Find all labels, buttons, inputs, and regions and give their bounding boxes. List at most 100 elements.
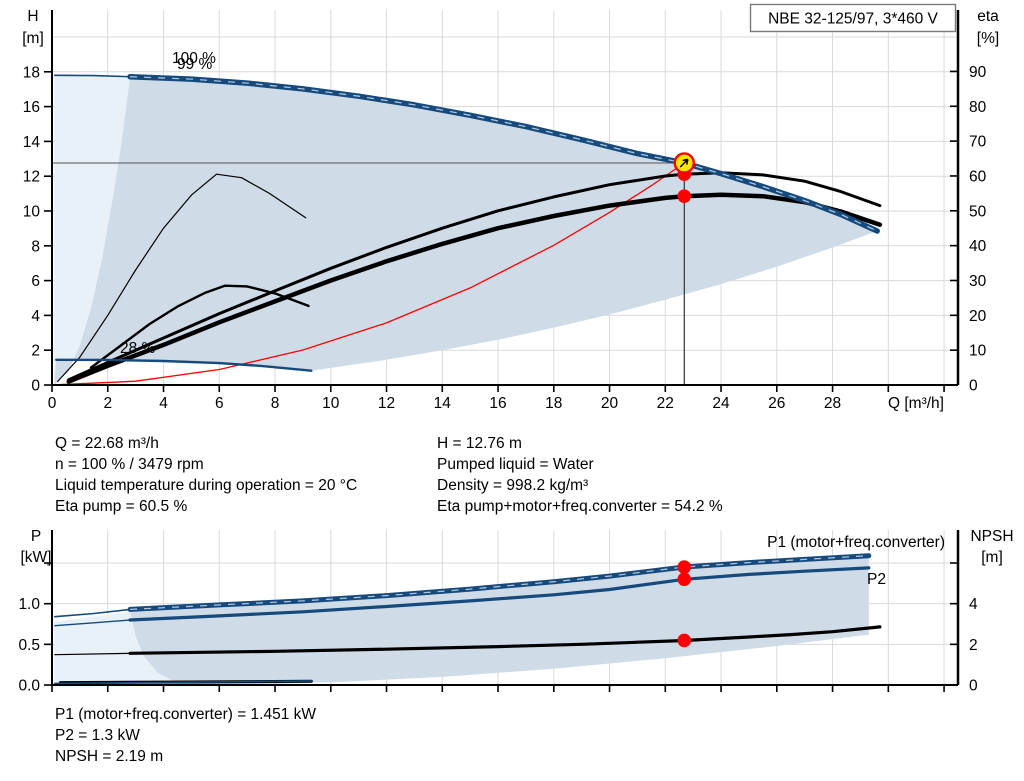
y-left-tick-label: 12 bbox=[23, 169, 40, 186]
y-left-axis-unit: [m] bbox=[22, 30, 44, 47]
p1-curve-label: P1 (motor+freq.converter) bbox=[767, 534, 945, 551]
info-line-eta-total: Eta pump+motor+freq.converter = 54.2 % bbox=[437, 498, 723, 515]
y-right-tick-label: 20 bbox=[969, 308, 987, 325]
pump-curve-start-segment bbox=[54, 74, 131, 78]
x-tick-label: 2 bbox=[103, 395, 112, 412]
duty-point bbox=[673, 152, 695, 174]
y-left-tick-label: 6 bbox=[31, 273, 40, 290]
power-envelope bbox=[130, 555, 869, 685]
info-line-p2: P2 = 1.3 kW bbox=[55, 727, 140, 744]
x-tick-label: 4 bbox=[159, 395, 168, 412]
y-right-axis-label: eta bbox=[977, 8, 999, 25]
x-tick-label: 16 bbox=[489, 395, 506, 412]
eta-total-curve bbox=[66, 192, 883, 384]
eta-total-point bbox=[677, 189, 692, 203]
y-left-tick-label: 0.0 bbox=[18, 678, 40, 695]
power-range-wedge bbox=[54, 611, 186, 685]
p1-start-segment bbox=[54, 608, 131, 618]
y-left-tick-label: 14 bbox=[23, 134, 41, 151]
y-left-axis-unit: [kW] bbox=[21, 549, 52, 566]
p1-point bbox=[677, 560, 692, 574]
y-right-tick-label: 80 bbox=[969, 99, 987, 116]
y-right-tick-label: 10 bbox=[969, 343, 987, 360]
info-line-npsh: NPSH = 2.19 m bbox=[55, 748, 164, 765]
y-left-tick-label: 2 bbox=[31, 343, 40, 360]
speed-range-wedge bbox=[54, 75, 131, 386]
info-line-eta-pump: Eta pump = 60.5 % bbox=[55, 498, 188, 515]
y-right-tick-label: 40 bbox=[969, 238, 987, 255]
y-left-tick-label: 1.0 bbox=[18, 596, 40, 613]
axis-unit-labels: P [kW] NPSH [m] bbox=[21, 528, 1014, 566]
x-tick-label: 8 bbox=[271, 395, 280, 412]
x-axis-label: Q [m³/h] bbox=[888, 395, 944, 412]
y-right-tick-label: 30 bbox=[969, 273, 987, 290]
x-tick-label: 28 bbox=[824, 395, 841, 412]
y-right-tick-label: 0 bbox=[969, 378, 978, 395]
y-right-tick-label: 90 bbox=[969, 64, 987, 81]
y-right-axis-unit: [%] bbox=[977, 30, 999, 47]
eta-pump-part-curve bbox=[57, 173, 307, 383]
power-npsh-chart: 0.0 0.5 1.0 0 2 4 P [kW] NPSH [m] P1 (motor+freq.c… bbox=[18, 528, 1014, 695]
x-tick-label: 14 bbox=[434, 395, 452, 412]
y-right-tick-label: 2 bbox=[969, 637, 978, 654]
info-line-head: H = 12.76 m bbox=[437, 435, 522, 452]
system-curve bbox=[54, 162, 685, 386]
eta-min-speed-curve bbox=[89, 284, 310, 369]
duty-info-left: Q = 22.68 m³/h n = 100 % / 3479 rpm Liqu… bbox=[55, 433, 357, 517]
npsh-curve bbox=[128, 625, 882, 655]
axes bbox=[51, 530, 960, 686]
p2-curve bbox=[128, 566, 871, 622]
y-left-tick-label: 18 bbox=[23, 64, 40, 81]
speed-label-99: 99 % bbox=[177, 56, 213, 73]
x-tick-label: 18 bbox=[545, 395, 562, 412]
x-tick-label: 10 bbox=[322, 395, 340, 412]
y-right-tick-label: 70 bbox=[969, 134, 987, 151]
info-line-density: Density = 998.2 kg/m³ bbox=[437, 477, 589, 494]
pump-curve-100 bbox=[127, 73, 880, 234]
npsh-point bbox=[677, 633, 692, 648]
npsh-start-segment bbox=[54, 652, 131, 656]
y-right-tick-label: 4 bbox=[969, 596, 978, 613]
y-right-tick-label: 50 bbox=[969, 203, 987, 220]
y-right-axis-label: NPSH bbox=[970, 528, 1013, 545]
duty-info-right: H = 12.76 m Pumped liquid = Water Densit… bbox=[437, 433, 723, 517]
p2-point bbox=[677, 572, 692, 587]
y-left-axis-label: P bbox=[31, 528, 41, 545]
x-tick-label: 0 bbox=[48, 395, 57, 412]
y-left-tick-label: 0.5 bbox=[18, 637, 40, 654]
info-line-temperature: Liquid temperature during operation = 20… bbox=[55, 477, 358, 494]
p-min-speed-curve bbox=[54, 680, 313, 685]
power-info: P1 (motor+freq.converter) = 1.451 kW P2 … bbox=[55, 704, 316, 767]
info-line-q: Q = 22.68 m³/h bbox=[55, 435, 159, 452]
duty-arrow-icon bbox=[679, 158, 689, 168]
y-right-axis-unit: [m] bbox=[981, 549, 1003, 566]
x-tick-label: 20 bbox=[601, 395, 619, 412]
axis-unit-labels: H [m] eta [%] bbox=[22, 8, 999, 47]
info-line-speed: n = 100 % / 3479 rpm bbox=[55, 456, 204, 473]
pump-title-box: NBE 32-125/97, 3*460 V bbox=[749, 3, 957, 33]
y-left-tick-label: 10 bbox=[23, 204, 41, 221]
speed-label-100: 100 % bbox=[172, 50, 216, 67]
p1-curve bbox=[127, 553, 872, 612]
eta-pump-curve bbox=[67, 171, 882, 382]
y-left-tick-label: 8 bbox=[31, 238, 40, 255]
y-right-tick-label: 0 bbox=[969, 678, 978, 695]
y-left-axis-label: H bbox=[27, 8, 38, 25]
info-line-liquid: Pumped liquid = Water bbox=[437, 456, 594, 473]
y-left-tick-label: 16 bbox=[23, 99, 40, 116]
x-tick-label: 24 bbox=[712, 395, 730, 412]
p2-start-segment bbox=[54, 619, 131, 627]
y-right-tick-label: 60 bbox=[969, 168, 987, 185]
tick-labels: 0.0 0.5 1.0 0 2 4 bbox=[18, 562, 978, 695]
x-tick-label: 26 bbox=[768, 395, 785, 412]
pump-title: NBE 32-125/97, 3*460 V bbox=[768, 11, 938, 28]
x-tick-label: 6 bbox=[215, 395, 224, 412]
y-left-tick-label: 0 bbox=[31, 378, 40, 395]
x-tick-label: 22 bbox=[657, 395, 674, 412]
speed-label-28: 28 % bbox=[120, 340, 156, 357]
info-line-p1: P1 (motor+freq.converter) = 1.451 kW bbox=[55, 706, 317, 723]
y-left-tick-label: 4 bbox=[31, 308, 40, 325]
